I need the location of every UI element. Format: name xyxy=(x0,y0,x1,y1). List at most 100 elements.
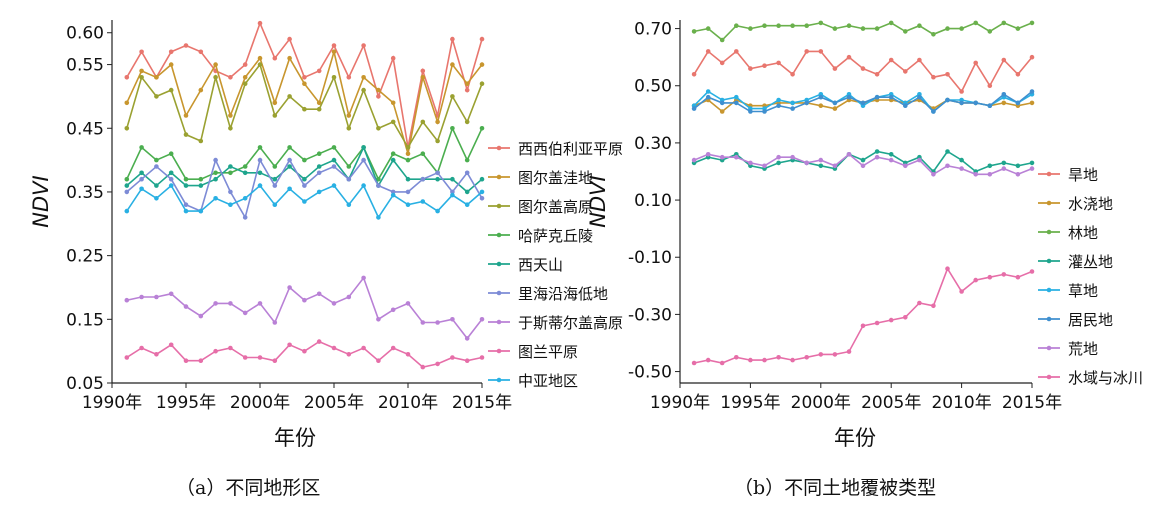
data-point xyxy=(719,100,725,106)
data-point xyxy=(959,289,964,294)
data-point xyxy=(888,317,894,323)
data-point xyxy=(316,151,322,156)
data-point xyxy=(168,87,174,93)
data-point xyxy=(242,215,248,220)
series-里海沿海低地 xyxy=(124,157,485,220)
data-point xyxy=(776,154,781,160)
data-point xyxy=(435,119,440,125)
data-point xyxy=(987,103,993,108)
data-point xyxy=(734,23,739,29)
data-point xyxy=(917,57,922,63)
data-point xyxy=(860,323,866,329)
data-point xyxy=(464,87,470,93)
data-point xyxy=(719,360,725,366)
data-point xyxy=(874,26,880,31)
data-point xyxy=(959,157,964,163)
data-point xyxy=(945,163,950,169)
series-line xyxy=(126,126,483,181)
data-point xyxy=(124,126,130,131)
data-point xyxy=(1029,160,1035,166)
data-point xyxy=(450,62,455,67)
data-point xyxy=(1029,166,1035,171)
data-point xyxy=(198,208,204,214)
data-point xyxy=(257,62,263,67)
panel-b-landcover-chart: -0.50 -0.30 -0.10 0.10 0.30 0.50 0.70 1990年 1995… xyxy=(586,20,1143,450)
series-中亚地区 xyxy=(124,183,485,220)
data-point xyxy=(734,100,739,106)
data-point xyxy=(302,157,307,163)
legend-item: 灌丛地 xyxy=(1038,253,1113,271)
legend-label: 西天山 xyxy=(518,256,563,274)
data-point xyxy=(464,358,470,364)
data-point xyxy=(139,68,144,74)
legend-item: 水域与冰川 xyxy=(1038,369,1143,387)
data-point xyxy=(390,345,396,351)
data-point xyxy=(959,166,964,171)
data-point xyxy=(257,301,263,306)
chart-canvas: 0.05 0.15 0.25 0.35 0.45 0.55 0.60 1990年 1995年 20… xyxy=(29,20,1143,450)
data-point xyxy=(331,49,337,55)
data-point xyxy=(435,320,440,325)
x-tick-label: 1995年 xyxy=(720,393,780,413)
data-point xyxy=(1029,100,1035,106)
data-point xyxy=(450,317,455,322)
data-point xyxy=(420,119,426,125)
data-point xyxy=(420,199,426,204)
x-tick-label: 1990年 xyxy=(650,393,710,413)
data-point xyxy=(790,357,795,363)
y-tick-label: 0.45 xyxy=(66,119,104,139)
data-point xyxy=(464,336,470,341)
data-point xyxy=(832,106,838,111)
data-point xyxy=(287,342,292,348)
legend-label: 中亚地区 xyxy=(518,372,578,390)
data-point xyxy=(405,157,411,163)
data-point xyxy=(287,36,292,42)
data-point xyxy=(945,97,950,103)
data-point xyxy=(183,304,189,309)
data-point xyxy=(464,189,470,195)
data-point xyxy=(124,297,130,303)
x-tick-label: 2000年 xyxy=(230,393,290,413)
data-point xyxy=(420,75,426,80)
data-point xyxy=(705,89,711,94)
data-point xyxy=(435,361,440,367)
data-point xyxy=(818,49,824,54)
data-point xyxy=(846,54,852,60)
data-point xyxy=(198,87,204,93)
legend-marker xyxy=(496,174,502,180)
data-point xyxy=(331,183,337,188)
y-tick-label: 0.30 xyxy=(634,134,672,154)
data-point xyxy=(959,89,964,94)
legend-label: 图尔盖高原 xyxy=(518,198,593,216)
data-point xyxy=(242,164,248,169)
data-point xyxy=(818,103,824,108)
data-point xyxy=(420,320,426,325)
data-point xyxy=(888,152,894,157)
data-point xyxy=(139,49,144,55)
data-point xyxy=(361,183,366,188)
data-point xyxy=(748,160,753,166)
data-point xyxy=(1015,26,1021,31)
data-point xyxy=(139,345,144,351)
x-tick-label: 2005年 xyxy=(304,393,364,413)
legend-item: 荒地 xyxy=(1038,340,1098,358)
data-point xyxy=(390,119,396,125)
x-tick-label: 2015年 xyxy=(452,393,512,413)
data-point xyxy=(987,172,993,177)
data-point xyxy=(1015,172,1021,177)
data-point xyxy=(846,349,852,354)
data-point xyxy=(691,106,697,111)
data-point xyxy=(198,358,204,364)
x-tick-label: 2000年 xyxy=(791,393,851,413)
data-point xyxy=(1015,72,1021,77)
data-point xyxy=(183,113,189,118)
data-point xyxy=(405,352,411,357)
data-point xyxy=(888,157,894,163)
x-tick-label: 1990年 xyxy=(82,393,142,413)
data-point xyxy=(1029,269,1035,274)
data-point xyxy=(874,320,880,326)
legend-label: 于斯蒂尔盖高原 xyxy=(518,314,623,332)
data-point xyxy=(1015,100,1021,106)
data-point xyxy=(719,60,725,66)
